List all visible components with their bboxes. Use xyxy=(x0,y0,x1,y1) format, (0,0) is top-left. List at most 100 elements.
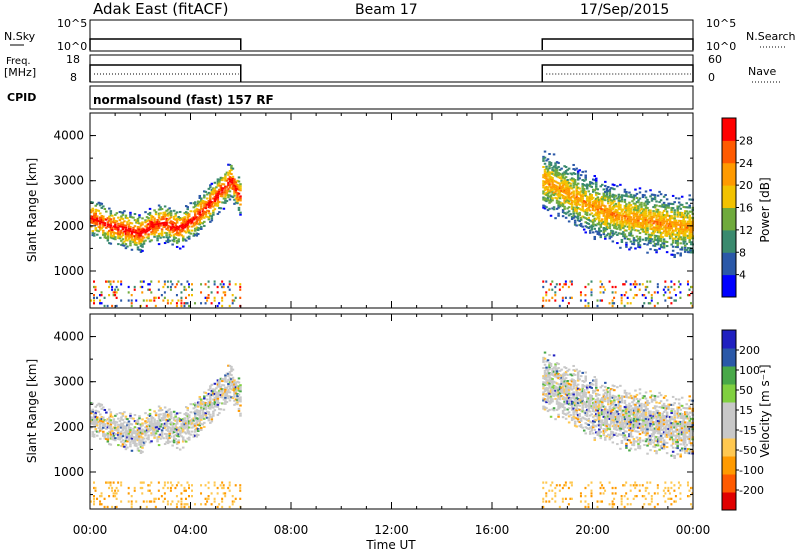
velocity-echo-cell xyxy=(174,437,177,441)
velocity-echo-cell xyxy=(617,394,621,397)
power-echo-cell xyxy=(623,204,627,207)
power-echo-cell xyxy=(653,228,657,231)
velocity-echo-cell xyxy=(144,412,147,415)
velocity-echo-cell xyxy=(561,373,565,376)
power-echo-cell xyxy=(136,230,140,233)
power-echo-cell xyxy=(90,225,93,228)
power-echo-cell xyxy=(204,190,208,193)
velocity-echo-cell xyxy=(584,385,587,388)
velocity-ground-scatter xyxy=(561,497,564,500)
velocity-echo-cell xyxy=(601,397,604,400)
velocity-echo-cell xyxy=(573,398,577,401)
velocity-echo-cell xyxy=(203,391,206,394)
velocity-echo-cell xyxy=(582,380,586,383)
power-echo-cell xyxy=(127,235,131,238)
velocity-echo-cell xyxy=(159,419,162,422)
velocity-ground-scatter xyxy=(100,503,103,506)
power-ground-scatter xyxy=(186,302,189,305)
power-echo-cell xyxy=(123,210,126,213)
power-echo-cell xyxy=(117,243,120,246)
power-echo-cell xyxy=(154,213,158,216)
power-echo-cell xyxy=(102,217,105,220)
power-echo-cell xyxy=(148,220,152,223)
power-echo-cell xyxy=(216,178,220,181)
velocity-echo-cell xyxy=(171,444,174,447)
power-echo-cell xyxy=(665,230,669,233)
power-echo-cell xyxy=(593,237,597,241)
velocity-ground-scatter xyxy=(620,497,623,500)
velocity-echo-cell xyxy=(153,436,156,439)
velocity-echo-cell xyxy=(552,386,556,389)
power-echo-cell xyxy=(575,183,578,186)
power-echo-cell xyxy=(659,245,663,249)
velocity-echo-cell xyxy=(561,397,565,400)
power-echo-cell xyxy=(142,242,146,245)
power-echo-cell xyxy=(222,207,226,210)
power-echo-cell xyxy=(207,212,211,215)
velocity-echo-cell xyxy=(546,383,550,386)
velocity-echo-cell xyxy=(117,437,120,441)
power-echo-cell xyxy=(237,198,241,201)
velocity-echo-cell xyxy=(123,441,126,444)
power-echo-cell xyxy=(599,207,603,210)
power-echo-cell xyxy=(649,211,652,214)
power-echo-cell xyxy=(207,200,211,203)
power-echo-cell xyxy=(103,222,107,225)
velocity-ground-scatter xyxy=(166,503,169,506)
power-echo-cell xyxy=(156,239,159,242)
power-echo-cell xyxy=(610,211,613,214)
power-echo-cell xyxy=(159,212,162,215)
power-echo-cell xyxy=(620,238,624,241)
power-echo-cell xyxy=(139,228,143,231)
velocity-echo-cell xyxy=(590,399,593,402)
power-echo-cell xyxy=(661,203,664,206)
power-echo-cell xyxy=(656,212,660,215)
power-echo-cell xyxy=(625,219,628,222)
power-echo-cell xyxy=(230,183,233,186)
power-echo-cell xyxy=(99,222,102,225)
power-echo-cell xyxy=(181,237,185,240)
power-echo-cell xyxy=(598,223,601,226)
power-echo-cell xyxy=(127,231,131,234)
power-echo-cell xyxy=(163,205,167,208)
velocity-echo-cell xyxy=(227,385,230,388)
velocity-echo-cell xyxy=(216,399,220,402)
power-echo-cell xyxy=(587,222,590,225)
velocity-echo-cell xyxy=(563,372,566,375)
power-echo-cell xyxy=(132,234,135,237)
power-echo-cell xyxy=(174,218,177,221)
power-echo-cell xyxy=(156,235,159,238)
velocity-echo-cell xyxy=(91,431,95,434)
velocity-echo-cell xyxy=(165,429,168,432)
power-echo-cell xyxy=(106,223,110,226)
velocity-echo-cell xyxy=(153,434,156,437)
power-echo-cell xyxy=(184,221,188,224)
power-echo-cell xyxy=(578,213,581,216)
velocity-ground-scatter xyxy=(564,481,567,484)
velocity-echo-cell xyxy=(225,401,229,404)
velocity-echo-cell xyxy=(123,411,126,414)
power-echo-cell xyxy=(551,178,554,182)
power-echo-cell xyxy=(635,225,639,228)
power-echo-cell xyxy=(558,205,562,208)
power-echo-cell xyxy=(585,226,589,229)
power-echo-cell xyxy=(215,190,218,193)
velocity-echo-cell xyxy=(588,382,592,385)
power-ground-scatter xyxy=(625,280,628,283)
velocity-ground-scatter xyxy=(548,500,551,503)
power-ground-scatter xyxy=(207,296,210,299)
velocity-echo-cell xyxy=(172,422,176,425)
power-ground-scatter xyxy=(145,304,148,308)
power-echo-cell xyxy=(144,211,147,214)
power-ground-scatter xyxy=(564,280,567,283)
velocity-echo-cell xyxy=(625,422,628,425)
velocity-echo-cell xyxy=(548,392,551,395)
velocity-ground-scatter xyxy=(162,500,165,503)
velocity-echo-cell xyxy=(610,414,613,417)
velocity-echo-cell xyxy=(569,387,572,390)
velocity-echo-cell xyxy=(175,442,179,445)
power-echo-cell xyxy=(124,228,128,231)
power-echo-cell xyxy=(595,206,598,209)
power-echo-cell xyxy=(635,196,639,199)
power-echo-cell xyxy=(136,248,140,251)
